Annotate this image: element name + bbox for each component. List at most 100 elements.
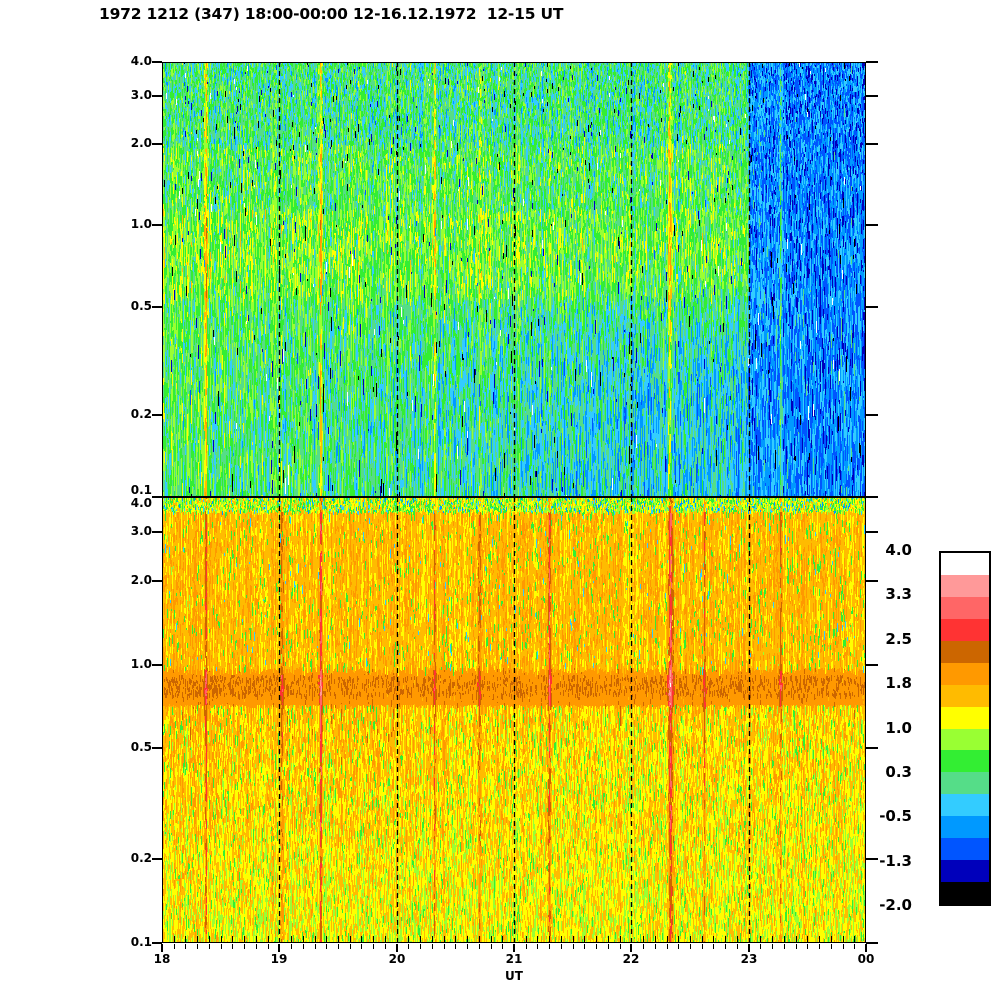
x-minor-tick — [620, 944, 621, 949]
x-minor-tick — [690, 944, 691, 949]
x-minor-tick — [361, 944, 362, 949]
colorbar-segment — [941, 618, 989, 641]
colorbar-tick-label: 4.0 — [885, 541, 912, 559]
colorbar-segment — [941, 860, 989, 883]
y-tick-right — [866, 747, 878, 749]
x-minor-tick — [643, 944, 644, 949]
x-minor-tick — [338, 944, 339, 949]
y-tick-right — [866, 664, 878, 666]
colorbar-tick-label: 0.3 — [885, 762, 912, 781]
y-tick — [152, 306, 162, 308]
y-tick-label: 4.0 — [130, 54, 152, 68]
y-tick-label: 0.5 — [130, 740, 152, 754]
y-tick-right — [866, 61, 878, 63]
colorbar-segment — [941, 684, 989, 707]
colorbar — [939, 551, 991, 906]
colorbar-segment — [941, 574, 989, 597]
colorbar-segment — [941, 706, 989, 729]
colorbar-tick-label: 2.5 — [885, 629, 912, 648]
x-minor-tick — [819, 944, 820, 949]
y-tick-label: 2.0 — [130, 136, 152, 150]
x-minor-tick — [373, 944, 374, 949]
x-tick — [396, 944, 398, 952]
x-minor-tick — [737, 944, 738, 949]
x-tick — [278, 944, 280, 952]
x-minor-tick — [784, 944, 785, 949]
x-tick — [513, 944, 515, 952]
y-tick — [152, 61, 162, 63]
y-tick-label: 1.0 — [130, 217, 152, 231]
x-minor-tick — [444, 944, 445, 949]
x-minor-tick — [667, 944, 668, 949]
y-tick — [152, 942, 162, 944]
x-minor-tick — [221, 944, 222, 949]
x-tick-label: 22 — [622, 952, 640, 966]
x-minor-tick — [491, 944, 492, 949]
x-minor-tick — [796, 944, 797, 949]
x-minor-tick — [678, 944, 679, 949]
y-tick — [152, 664, 162, 666]
x-tick-label: 21 — [505, 952, 523, 966]
x-minor-tick — [526, 944, 527, 949]
y-tick-label: 0.1 — [130, 483, 152, 497]
colorbar-tick-label: -2.0 — [879, 896, 912, 914]
y-tick-right — [866, 580, 878, 582]
y-tick-label: 2.0 — [130, 573, 152, 587]
y-tick-right — [866, 414, 878, 416]
y-tick — [152, 580, 162, 582]
x-minor-tick — [725, 944, 726, 949]
colorbar-segment — [941, 816, 989, 839]
x-minor-tick — [596, 944, 597, 949]
x-minor-tick — [807, 944, 808, 949]
y-tick-label: 1.0 — [130, 657, 152, 671]
x-minor-tick — [760, 944, 761, 949]
x-tick-label: 00 — [857, 952, 875, 966]
x-minor-tick — [772, 944, 773, 949]
x-minor-tick — [315, 944, 316, 949]
colorbar-segment — [941, 640, 989, 663]
x-tick — [161, 944, 163, 952]
y-tick — [152, 224, 162, 226]
upper-spectrogram-panel — [162, 62, 866, 497]
x-minor-tick — [185, 944, 186, 949]
colorbar-segment — [941, 750, 989, 773]
colorbar-segment — [941, 662, 989, 685]
y-tick — [152, 496, 162, 498]
y-tick-right — [866, 496, 878, 498]
x-minor-tick — [831, 944, 832, 949]
x-minor-tick — [350, 944, 351, 949]
x-minor-tick — [385, 944, 386, 949]
y-tick-right — [866, 95, 878, 97]
x-tick — [630, 944, 632, 952]
y-tick — [152, 858, 162, 860]
x-minor-tick — [209, 944, 210, 949]
x-minor-tick — [584, 944, 585, 949]
x-minor-tick — [174, 944, 175, 949]
x-tick-label: 23 — [740, 952, 758, 966]
y-tick-label: 0.2 — [130, 407, 152, 421]
y-tick-right — [866, 858, 878, 860]
x-minor-tick — [268, 944, 269, 949]
colorbar-segment — [941, 794, 989, 817]
y-tick-label: 3.0 — [130, 524, 152, 538]
y-tick-right — [866, 531, 878, 533]
x-minor-tick — [854, 944, 855, 949]
x-minor-tick — [713, 944, 714, 949]
x-minor-tick — [291, 944, 292, 949]
colorbar-segment — [941, 728, 989, 751]
x-minor-tick — [561, 944, 562, 949]
x-minor-tick — [608, 944, 609, 949]
colorbar-tick-label: 1.0 — [885, 718, 912, 737]
y-tick-label: 0.5 — [130, 299, 152, 313]
x-tick-label: 19 — [270, 952, 288, 966]
x-minor-tick — [549, 944, 550, 949]
x-tick — [748, 944, 750, 952]
x-tick-label: 20 — [388, 952, 406, 966]
colorbar-segment — [941, 838, 989, 861]
x-minor-tick — [432, 944, 433, 949]
x-minor-tick — [573, 944, 574, 949]
y-tick — [152, 531, 162, 533]
x-minor-tick — [326, 944, 327, 949]
y-tick-label: 0.1 — [130, 935, 152, 949]
x-minor-tick — [197, 944, 198, 949]
